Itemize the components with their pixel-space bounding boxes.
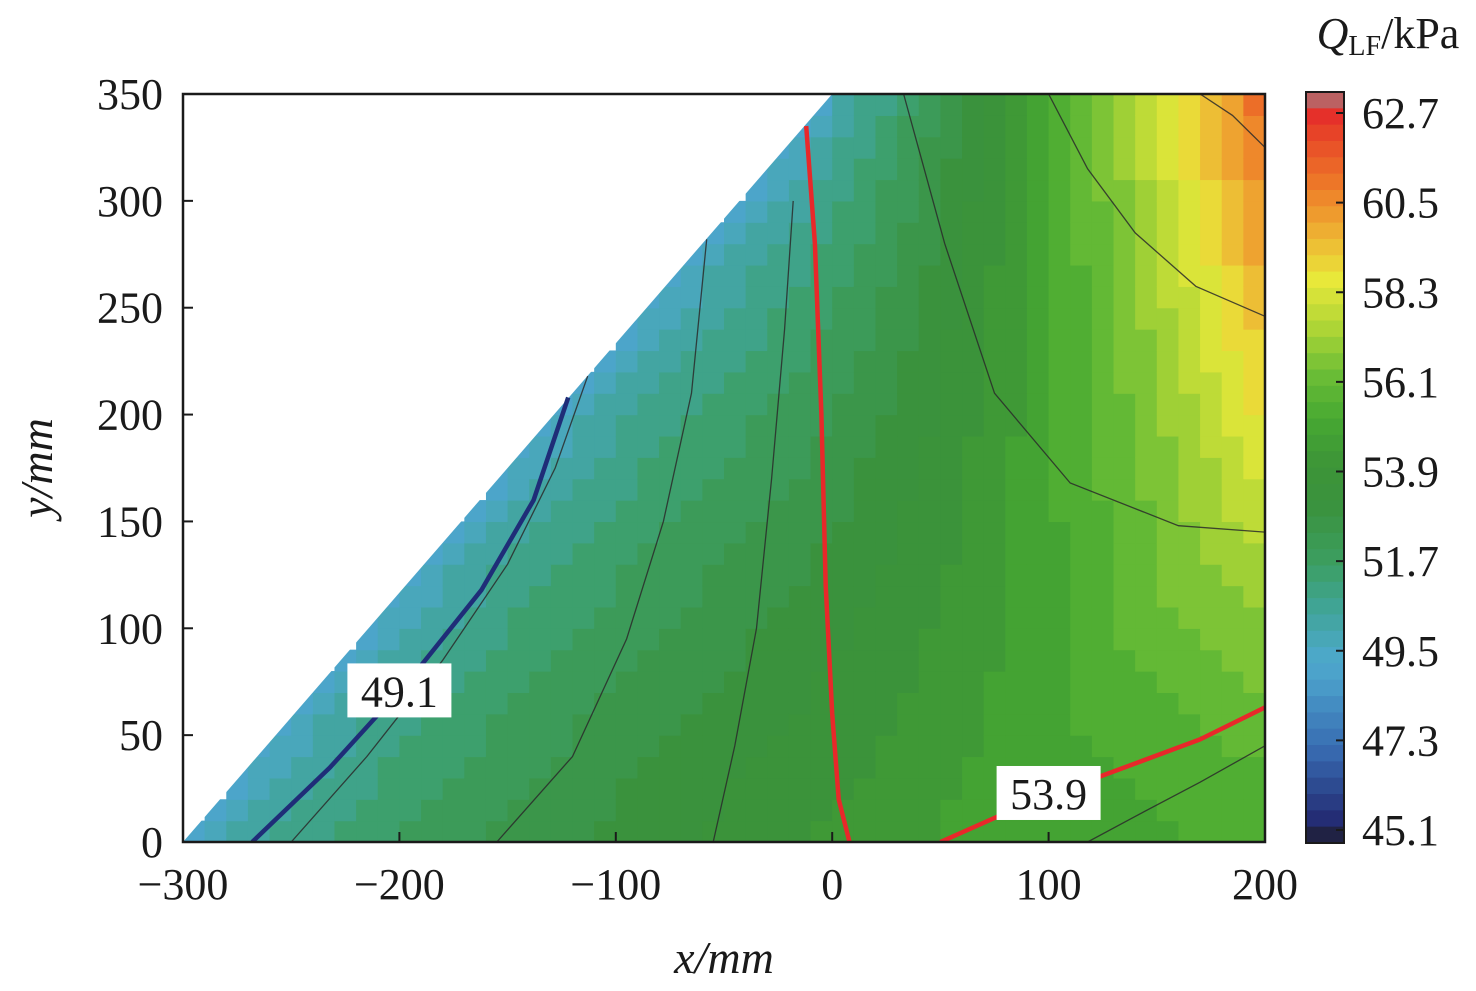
y-tick-label: 200 [97,391,163,440]
y-tick-label: 350 [97,70,163,119]
y-axis-label: y/mm [11,418,62,522]
colorbar-label: QLF/kPa [1317,9,1460,62]
y-axis: 0 50 100 150 200 250 300 350 [97,70,193,867]
colorbar-band [1306,810,1344,828]
y-tick-label: 50 [119,711,163,760]
colorbar-band [1306,271,1344,289]
colorbar-band [1306,598,1344,616]
colorbar-tick-label: 58.3 [1362,268,1439,317]
y-tick-label: 300 [97,177,163,226]
colorbar-band [1306,696,1344,713]
contour-line [902,94,1265,533]
colorbar-band [1306,418,1344,436]
colorbar-band [1306,173,1344,191]
colorbar-frame [1305,91,1345,844]
x-tick-label: −300 [138,860,229,909]
colorbar-band [1306,483,1344,501]
colorbar-band [1306,647,1344,665]
x-axis: −300 −200 −100 0 100 200 [138,832,1298,909]
colorbar-band [1306,565,1344,583]
colorbar-band [1306,92,1344,109]
colorbar: 62.7 60.5 58.3 56.1 53.9 51.7 49.5 47.3 45.1 [1305,89,1439,855]
colorbar-tick-label: 51.7 [1362,537,1439,586]
colorbar-tick-label: 49.5 [1362,627,1439,676]
highlight-contour [250,396,571,842]
colorbar-tick-label: 60.5 [1362,179,1439,228]
colorbar-band [1306,255,1344,273]
colorbar-band [1306,500,1344,518]
colorbar-band [1306,614,1344,632]
y-tick-label: 0 [141,818,163,867]
colorbar-band [1306,679,1344,697]
colorbar-band [1306,189,1344,207]
colorbar-band [1306,794,1344,811]
colorbar-band [1306,777,1344,795]
colorbar-band [1306,124,1344,142]
colorbar-band [1306,434,1344,452]
colorbar-band [1306,304,1344,322]
colorbar-band [1306,336,1344,354]
colorbar-band [1306,402,1344,420]
heatmap-field [183,94,1265,842]
colorbar-band [1306,451,1344,469]
x-tick-label: 100 [1016,860,1082,909]
colorbar-band [1306,222,1344,240]
colorbar-band [1306,549,1344,567]
colorbar-band [1306,745,1344,762]
y-tick-label: 100 [97,604,163,653]
colorbar-tick-label: 45.1 [1362,806,1439,855]
x-axis-label: x/mm [673,932,774,983]
x-tick-label: 200 [1232,860,1298,909]
contour-line [712,200,794,842]
colorbar-band [1306,140,1344,158]
contour-lines [290,94,1265,842]
colorbar-band [1306,712,1344,730]
colorbar-band [1306,157,1344,175]
colorbar-band [1306,467,1344,485]
contour-line [1087,745,1265,842]
y-tick-label: 250 [97,284,163,333]
colorbar-tick-label: 62.7 [1362,89,1439,138]
contour-line [496,239,708,842]
contour-labels: 49.1 53.9 [347,663,1101,820]
x-tick-label: −100 [570,860,661,909]
colorbar-band [1306,761,1344,779]
colorbar-band [1306,206,1344,224]
x-tick-label: −200 [354,860,445,909]
colorbar-band [1306,826,1344,844]
colorbar-band [1306,320,1344,338]
colorbar-band [1306,238,1344,256]
colorbar-tick-label: 56.1 [1362,358,1439,407]
colorbar-tick-label: 47.3 [1362,716,1439,765]
contour-label-box [347,663,452,718]
colorbar-band [1306,108,1344,126]
contour-line [1048,94,1265,317]
contour-label: 53.9 [1010,770,1087,819]
plot-frame [181,92,1267,844]
contour-line [290,375,589,842]
colorbar-band [1306,369,1344,387]
colorbar-band [1306,353,1344,371]
highlight-contour [803,125,852,842]
colorbar-band [1306,728,1344,746]
contour-label-box [996,765,1101,820]
colorbar-band [1306,630,1344,648]
contour-label: 49.1 [361,667,438,716]
contour-line [1199,94,1265,148]
colorbar-band [1306,663,1344,681]
colorbar-tick-label: 53.9 [1362,448,1439,497]
colorbar-band [1306,385,1344,403]
colorbar-band [1306,581,1344,599]
colorbar-band [1306,516,1344,534]
colorbar-band [1306,532,1344,550]
colorbar-band [1306,287,1344,305]
y-tick-label: 150 [97,497,163,546]
x-tick-label: 0 [821,860,843,909]
